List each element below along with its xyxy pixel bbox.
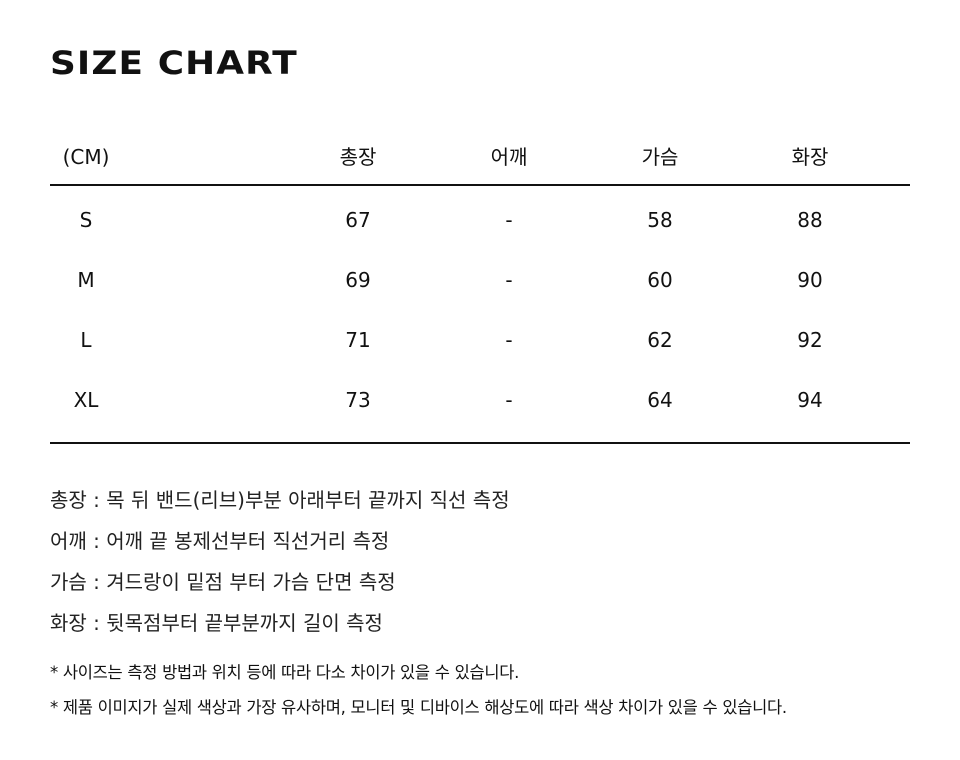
column-header-length: 총장	[339, 145, 377, 169]
sleeve-cell: 88	[797, 208, 823, 232]
sleeve-cell: 90	[797, 268, 823, 292]
table-header-row: (CM) 총장 어깨 가슴 화장	[0, 142, 860, 172]
size-cell: M	[77, 268, 95, 292]
table-row: S 67 - 58 88	[0, 205, 860, 235]
page-title: SIZE CHART	[50, 44, 298, 82]
column-header-chest: 가슴	[641, 145, 679, 169]
length-cell: 71	[345, 328, 371, 352]
shoulder-cell: -	[505, 268, 513, 292]
size-cell: S	[79, 208, 93, 232]
length-cell: 69	[345, 268, 371, 292]
sleeve-cell: 92	[797, 328, 823, 352]
footnote-size-variance: * 사이즈는 측정 방법과 위치 등에 따라 다소 차이가 있을 수 있습니다.	[50, 663, 520, 682]
length-cell: 67	[345, 208, 371, 232]
sleeve-cell: 94	[797, 388, 823, 412]
table-row: XL 73 - 64 94	[0, 385, 860, 415]
measurement-note-shoulder: 어깨 : 어깨 끝 봉제선부터 직선거리 측정	[50, 529, 390, 553]
column-header-unit: (CM)	[62, 145, 110, 169]
size-cell: L	[80, 328, 92, 352]
header-divider	[50, 184, 910, 186]
shoulder-cell: -	[505, 328, 513, 352]
shoulder-cell: -	[505, 388, 513, 412]
table-bottom-divider	[50, 442, 910, 444]
chest-cell: 64	[647, 388, 673, 412]
chest-cell: 60	[647, 268, 673, 292]
table-row: L 71 - 62 92	[0, 325, 860, 355]
measurement-note-length: 총장 : 목 뒤 밴드(리브)부분 아래부터 끝까지 직선 측정	[50, 488, 510, 512]
table-row: M 69 - 60 90	[0, 265, 860, 295]
chest-cell: 62	[647, 328, 673, 352]
measurement-note-chest: 가슴 : 겨드랑이 밑점 부터 가슴 단면 측정	[50, 570, 396, 594]
column-header-sleeve: 화장	[791, 145, 829, 169]
measurement-note-sleeve: 화장 : 뒷목점부터 끝부분까지 길이 측정	[50, 611, 383, 635]
length-cell: 73	[345, 388, 371, 412]
shoulder-cell: -	[505, 208, 513, 232]
column-header-shoulder: 어깨	[490, 145, 528, 169]
chest-cell: 58	[647, 208, 673, 232]
size-cell: XL	[73, 388, 99, 412]
footnote-color-variance: * 제품 이미지가 실제 색상과 가장 유사하며, 모니터 및 디바이스 해상도…	[50, 698, 787, 717]
